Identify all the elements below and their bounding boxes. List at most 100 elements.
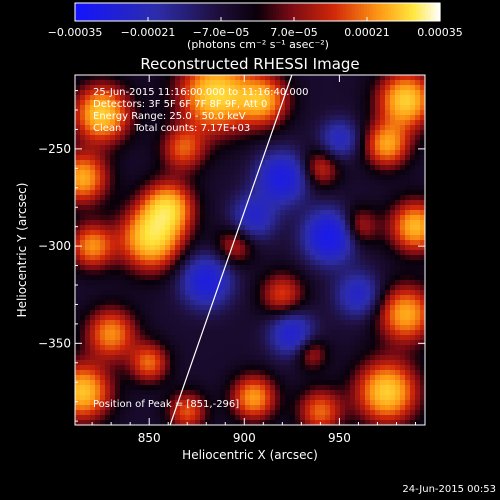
heatmap-cell [330,355,336,361]
heatmap-cell [110,385,116,391]
heatmap-cell [260,185,266,191]
heatmap-cell [395,400,401,406]
heatmap-cell [355,410,361,416]
heatmap-cell [165,250,171,256]
heatmap-cell [210,400,216,406]
heatmap-cell [195,230,201,236]
heatmap-cell [270,170,276,176]
heatmap-cell [270,160,276,166]
heatmap-cell [95,410,101,416]
heatmap-cell [110,160,116,166]
heatmap-cell [155,300,161,306]
heatmap-cell [405,275,411,281]
heatmap-cell [395,200,401,206]
heatmap-cell [280,315,286,321]
heatmap-cell [175,205,181,211]
heatmap-cell [180,115,186,121]
heatmap-cell [165,185,171,191]
heatmap-cell [105,180,111,186]
heatmap-cell [170,85,176,91]
heatmap-cell [190,280,196,286]
heatmap-cell [280,325,286,331]
heatmap-cell [265,125,271,131]
heatmap-cell [160,90,166,96]
heatmap-cell [145,310,151,316]
heatmap-cell [145,365,151,371]
heatmap-cell [295,365,301,371]
heatmap-cell [120,200,126,206]
heatmap-cell [105,275,111,281]
heatmap-cell [235,90,241,96]
heatmap-cell [175,130,181,136]
heatmap-cell [415,80,421,86]
heatmap-cell [210,330,216,336]
heatmap-cell [390,395,396,401]
heatmap-cell [115,160,121,166]
heatmap-cell [175,310,181,316]
heatmap-cell [400,285,406,291]
heatmap-cell [260,150,266,156]
heatmap-cell [250,400,256,406]
heatmap-cell [330,330,336,336]
heatmap-cell [130,235,136,241]
heatmap-cell [145,370,151,376]
heatmap-cell [170,95,176,101]
heatmap-cell [295,245,301,251]
heatmap-cell [80,365,86,371]
heatmap-cell [290,185,296,191]
heatmap-cell [310,400,316,406]
heatmap-cell [265,415,271,421]
heatmap-cell [350,165,356,171]
heatmap-cell [105,220,111,226]
heatmap-cell [205,150,211,156]
heatmap-cell [250,220,256,226]
heatmap-cell [310,125,316,131]
heatmap-cell [345,245,351,251]
heatmap-cell [310,395,316,401]
heatmap-cell [375,150,381,156]
heatmap-cell [240,285,246,291]
heatmap-cell [160,370,166,376]
heatmap-cell [275,235,281,241]
heatmap-cell [390,400,396,406]
colorbar-cell [412,3,417,21]
heatmap-cell [385,140,391,146]
heatmap-cell [145,350,151,356]
heatmap-cell [100,215,106,221]
heatmap-cell [205,135,211,141]
heatmap-cell [215,310,221,316]
heatmap-cell [75,310,81,316]
heatmap-cell [85,75,91,81]
heatmap-cell [410,290,416,296]
heatmap-cell [305,220,311,226]
heatmap-cell [320,210,326,216]
heatmap-cell [260,250,266,256]
heatmap-cell [385,320,391,326]
heatmap-cell [405,295,411,301]
heatmap-cell [255,180,261,186]
heatmap-cell [130,355,136,361]
heatmap-cell [105,355,111,361]
heatmap-cell [365,380,371,386]
heatmap-cell [105,365,111,371]
heatmap-cell [260,170,266,176]
heatmap-cell [220,140,226,146]
heatmap-cell [300,415,306,421]
heatmap-cell [380,195,386,201]
heatmap-cell [210,110,216,116]
heatmap-cell [165,205,171,211]
heatmap-cell [295,320,301,326]
heatmap-cell [375,360,381,366]
heatmap-cell [380,345,386,351]
heatmap-cell [185,155,191,161]
heatmap-cell [120,280,126,286]
heatmap-cell [415,270,421,276]
heatmap-cell [185,205,191,211]
heatmap-cell [210,310,216,316]
heatmap-cell [185,380,191,386]
heatmap-cell [400,330,406,336]
heatmap-cell [345,275,351,281]
heatmap-cell [165,190,171,196]
heatmap-cell [115,125,121,131]
heatmap-cell [160,230,166,236]
